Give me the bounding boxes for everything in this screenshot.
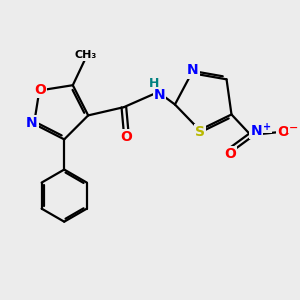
Text: N: N bbox=[250, 124, 262, 138]
Text: N: N bbox=[154, 88, 165, 102]
Text: −: − bbox=[289, 122, 298, 133]
Text: +: + bbox=[263, 122, 271, 132]
Text: O: O bbox=[34, 83, 46, 97]
Text: S: S bbox=[195, 125, 205, 139]
Text: O: O bbox=[224, 147, 236, 161]
Text: CH₃: CH₃ bbox=[75, 50, 97, 60]
Text: H: H bbox=[149, 77, 159, 90]
Text: N: N bbox=[187, 63, 199, 77]
Text: N: N bbox=[26, 116, 38, 130]
Text: O: O bbox=[277, 124, 289, 139]
Text: O: O bbox=[121, 130, 133, 144]
